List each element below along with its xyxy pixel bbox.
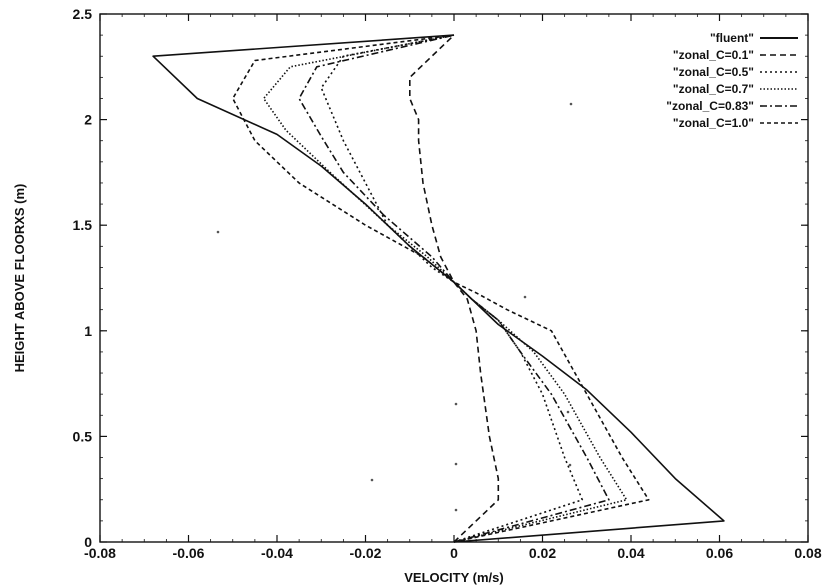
speck bbox=[523, 295, 527, 299]
series-line-4 bbox=[298, 34, 610, 543]
series-lines bbox=[152, 34, 725, 543]
legend-label-3: "zonal_C=0.7" bbox=[673, 82, 754, 96]
speck bbox=[216, 230, 220, 234]
legend-label-2: "zonal_C=0.5" bbox=[673, 65, 754, 79]
legend-label-4: "zonal_C=0.83" bbox=[666, 99, 754, 113]
axis-ticks: -0.08 -0.06 -0.04 -0.02 0 0.02 0.04 0.06 0.08 0 0.… bbox=[73, 6, 822, 561]
speck bbox=[569, 102, 573, 106]
x-tick-label: 0.06 bbox=[706, 545, 733, 561]
x-tick-label: -0.08 bbox=[84, 545, 116, 561]
speck bbox=[370, 478, 374, 482]
x-axis-title: VELOCITY (m/s) bbox=[404, 570, 503, 585]
scan-speckles bbox=[216, 102, 573, 512]
x-tick-label: -0.04 bbox=[261, 545, 293, 561]
y-tick-label: 2.5 bbox=[73, 6, 93, 22]
legend-label-1: "zonal_C=0.1" bbox=[673, 48, 754, 62]
series-line-1 bbox=[408, 34, 500, 543]
y-tick-label: 2 bbox=[84, 112, 92, 128]
x-tick-label: 0.08 bbox=[794, 545, 821, 561]
speck bbox=[454, 508, 458, 512]
y-tick-label: 0.5 bbox=[73, 428, 93, 444]
y-axis-title: HEIGHT ABOVE FLOORXS (m) bbox=[12, 184, 27, 373]
speck bbox=[454, 402, 458, 406]
speck bbox=[568, 463, 572, 467]
x-tick-label: -0.02 bbox=[350, 545, 382, 561]
x-tick-label: 0.02 bbox=[529, 545, 556, 561]
y-tick-label: 1 bbox=[84, 323, 92, 339]
y-tick-label: 1.5 bbox=[73, 217, 93, 233]
legend-label-5: "zonal_C=1.0" bbox=[673, 116, 754, 130]
x-tick-label: 0 bbox=[450, 545, 458, 561]
speck bbox=[454, 462, 458, 466]
x-tick-label: -0.06 bbox=[173, 545, 205, 561]
y-tick-label: 0 bbox=[84, 534, 92, 550]
speck bbox=[566, 410, 570, 414]
legend-label-0: "fluent" bbox=[710, 31, 754, 45]
x-tick-label: 0.04 bbox=[617, 545, 644, 561]
series-line-5 bbox=[232, 34, 650, 543]
legend: "fluent" "zonal_C=0.1" "zonal_C=0.5" "zonal… bbox=[666, 31, 798, 130]
